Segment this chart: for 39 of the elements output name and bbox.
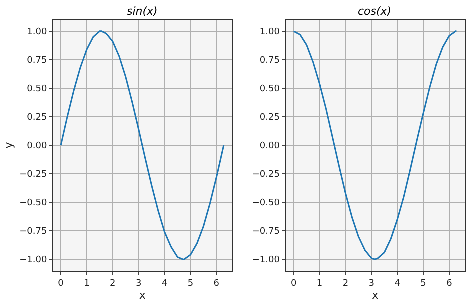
y-tick-label: 0.25	[260, 113, 280, 124]
x-tick-label: 2	[342, 278, 349, 289]
y-tick-label: −0.50	[252, 198, 280, 209]
y-tick-label: −1.00	[20, 256, 48, 266]
x-tick-label: 0	[58, 278, 64, 289]
y-tick-label: 1.00	[260, 28, 280, 38]
y-tick-label: 0.00	[260, 142, 280, 152]
line-series	[60, 30, 225, 260]
y-tick-label: −0.50	[20, 198, 48, 209]
y-tick-label: 0.25	[27, 113, 48, 124]
y-tick-label: 0.50	[260, 84, 280, 95]
x-tick-label: 6	[446, 278, 453, 289]
y-tick-label: −0.25	[20, 170, 48, 180]
chart-title: sin(x)	[127, 5, 158, 18]
x-axis-title: x	[372, 288, 380, 302]
y-tick-label: 1.00	[27, 28, 48, 38]
y-tick-label: −0.25	[252, 170, 280, 180]
x-tick-label: 1	[316, 278, 323, 289]
line-series	[293, 30, 458, 260]
x-tick-label: 4	[162, 278, 168, 289]
x-tick-label: 0	[290, 278, 297, 289]
y-tick-label: 0.75	[27, 56, 48, 66]
x-tick-label: 3	[136, 278, 142, 289]
x-tick-label: 1	[84, 278, 90, 289]
y-tick-label: −1.00	[252, 256, 280, 266]
y-tick-label: −0.75	[252, 227, 280, 238]
y-tick-label: 0.50	[27, 84, 48, 95]
y-tick-label: −0.75	[20, 227, 48, 238]
x-tick-label: 4	[394, 278, 401, 289]
x-tick-label: 5	[188, 278, 194, 289]
chart-title: cos(x)	[358, 5, 392, 18]
x-tick-label: 6	[214, 278, 220, 289]
x-tick-label: 5	[420, 278, 426, 289]
y-tick-label: 0.00	[27, 142, 48, 152]
x-axis-title: x	[139, 288, 146, 302]
y-axis-title: y	[2, 142, 16, 149]
y-tick-label: 0.75	[260, 56, 280, 66]
x-tick-label: 2	[110, 278, 116, 289]
x-tick-label: 3	[368, 278, 374, 289]
